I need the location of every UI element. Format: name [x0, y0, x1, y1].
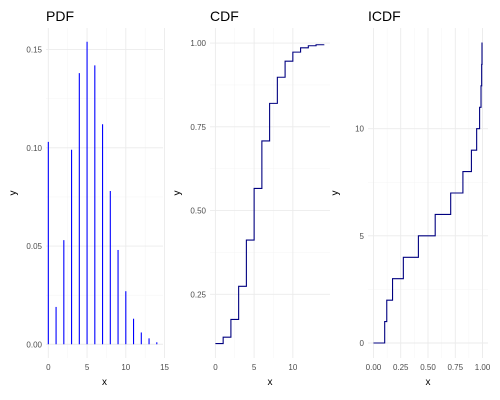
pdf-y-tick-label: 0.05	[26, 242, 42, 251]
cdf-x-axis-label: x	[268, 377, 273, 388]
cdf-x-tick-label: 0	[213, 363, 218, 372]
cdf-y-tick-label: 0.75	[190, 123, 206, 132]
pdf-x-tick-label: 15	[160, 363, 169, 372]
pdf-y-axis-label: y	[8, 191, 19, 196]
icdf-step-line	[373, 42, 483, 344]
cdf-y-axis-label: y	[172, 191, 183, 196]
icdf-y-axis-label: y	[330, 191, 341, 196]
pdf-x-axis-label: x	[102, 377, 107, 388]
cdf-y-tick-label: 0.25	[190, 290, 206, 299]
pdf-x-tick-label: 5	[85, 363, 90, 372]
cdf-panel: 0 5 10 0.25 0.50 0.75 1.00 x y CDF	[172, 8, 330, 388]
pdf-panel: 0 5 10 15 0.00 0.05 0.10 0.15 x y PDF	[8, 8, 170, 388]
icdf-y-tick-label: 5	[360, 232, 365, 241]
icdf-x-tick-label: 0.75	[447, 363, 463, 372]
pdf-x-tick-label: 0	[46, 363, 51, 372]
cdf-x-tick-label: 10	[288, 363, 297, 372]
icdf-x-tick-label: 1.00	[475, 363, 491, 372]
pdf-title: PDF	[46, 8, 74, 24]
cdf-step-line	[215, 44, 325, 345]
cdf-gridlines	[210, 28, 330, 358]
icdf-y-tick-label: 0	[360, 339, 365, 348]
icdf-x-tick-label: 0.25	[393, 363, 409, 372]
pdf-gridlines	[46, 28, 165, 358]
pdf-y-tick-label: 0.15	[26, 46, 42, 55]
pdf-x-tick-label: 10	[121, 363, 130, 372]
icdf-gridlines	[368, 28, 488, 358]
cdf-title: CDF	[210, 8, 239, 24]
icdf-x-tick-label: 0.00	[366, 363, 382, 372]
cdf-x-tick-label: 5	[252, 363, 257, 372]
cdf-y-tick-label: 1.00	[190, 39, 206, 48]
cdf-y-tick-label: 0.50	[190, 207, 206, 216]
pdf-y-tick-label: 0.10	[26, 144, 42, 153]
icdf-x-axis-label: x	[426, 377, 431, 388]
icdf-title: ICDF	[368, 8, 401, 24]
icdf-x-tick-label: 0.50	[420, 363, 436, 372]
icdf-y-tick-label: 10	[355, 125, 364, 134]
pdf-bars	[47, 41, 158, 345]
pdf-y-tick-label: 0.00	[26, 340, 42, 349]
icdf-panel: 0.00 0.25 0.50 0.75 1.00 0 5 10 x y ICDF	[330, 8, 491, 388]
